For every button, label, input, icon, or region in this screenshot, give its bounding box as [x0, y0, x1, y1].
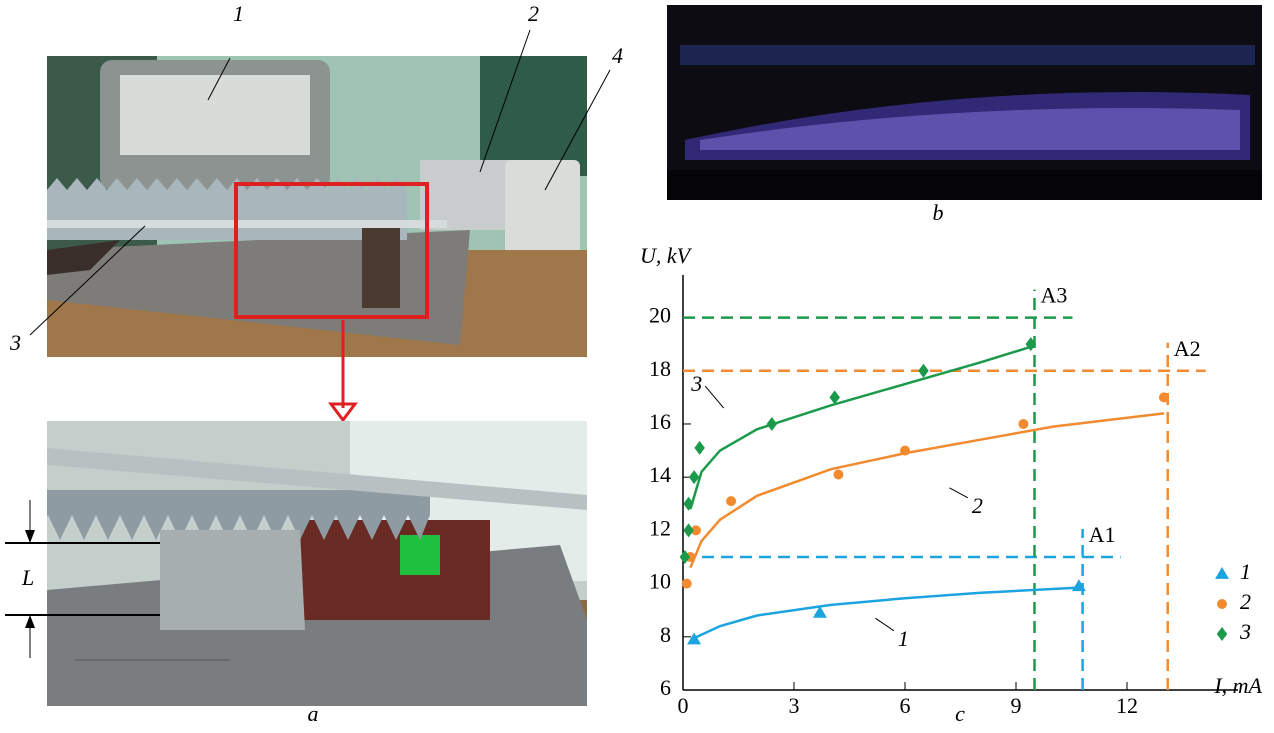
x-tick-label: 3	[789, 693, 800, 718]
data-point	[690, 525, 701, 536]
curve-leader	[949, 487, 969, 499]
y-tick-label: 12	[649, 515, 671, 540]
fit-curve	[689, 345, 1032, 510]
legend-label: 1	[1240, 559, 1251, 584]
reference-label: A3	[1041, 283, 1068, 308]
reference-label: A2	[1174, 336, 1201, 361]
y-tick-label: 6	[660, 675, 671, 700]
data-point	[687, 632, 702, 645]
x-tick-label: 0	[678, 693, 689, 718]
data-point	[694, 440, 705, 455]
curve-label: 2	[972, 493, 983, 518]
data-point	[679, 549, 691, 564]
y-tick-label: 20	[649, 303, 671, 328]
caption: a	[308, 701, 319, 726]
photo-closeup	[47, 421, 587, 706]
data-point	[812, 605, 827, 618]
y-tick-label: 8	[660, 622, 671, 647]
data-point	[681, 578, 692, 589]
data-point	[918, 363, 929, 378]
data-point	[1025, 337, 1037, 352]
dimension-label: L	[21, 565, 34, 590]
x-tick-label: 6	[900, 693, 911, 718]
photo-discharge	[667, 5, 1262, 200]
y-tick-label: 18	[649, 356, 671, 381]
reference-label: A1	[1089, 522, 1116, 547]
data-point	[683, 496, 694, 511]
photo-label: 3	[9, 330, 21, 355]
y-tick-label: 16	[649, 409, 671, 434]
data-point	[683, 523, 694, 538]
data-point	[829, 390, 840, 405]
legend-marker	[1216, 627, 1228, 641]
y-tick-label: 14	[649, 462, 671, 487]
photo-label: 1	[233, 1, 244, 26]
fit-curve	[689, 412, 1165, 569]
x-tick-label: 9	[1011, 693, 1022, 718]
y-tick-label: 10	[649, 569, 671, 594]
curve-label: 3	[690, 371, 702, 396]
data-point	[1159, 392, 1169, 403]
x-tick-label: 12	[1116, 693, 1138, 718]
data-point	[766, 416, 778, 431]
x-axis-label: I, mA	[1213, 673, 1262, 698]
legend-label: 2	[1240, 589, 1251, 614]
data-point	[900, 445, 910, 456]
legend-marker	[1217, 599, 1227, 609]
photo-setup	[47, 56, 587, 357]
legend-label: 3	[1239, 619, 1251, 644]
caption: b	[933, 200, 944, 225]
caption: c	[955, 701, 965, 726]
curve-label: 1	[898, 626, 909, 651]
data-point	[1018, 418, 1029, 429]
curve-leader	[875, 617, 895, 632]
photo-label: 4	[612, 43, 623, 68]
data-point	[726, 496, 737, 507]
data-point	[833, 469, 844, 480]
photo-label: 2	[528, 1, 539, 26]
curve-leader	[704, 385, 725, 409]
data-point	[688, 470, 700, 485]
legend-marker	[1215, 567, 1229, 579]
data-point	[1071, 579, 1086, 592]
y-axis-label: U, kV	[640, 243, 693, 268]
fit-curve	[693, 586, 1079, 640]
